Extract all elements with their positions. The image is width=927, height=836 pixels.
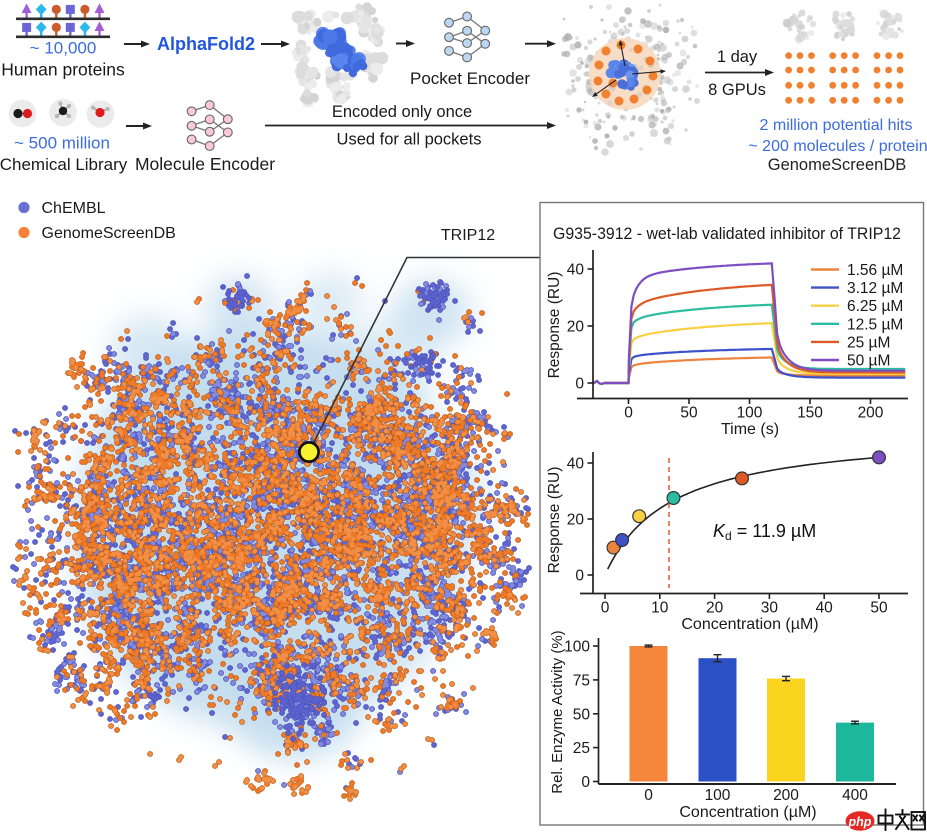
- svg-text:Encoded only once: Encoded only once: [332, 103, 472, 121]
- svg-text:~ 10,000: ~ 10,000: [30, 39, 97, 58]
- svg-text:Kd = 11.9 µM: Kd = 11.9 µM: [713, 521, 816, 543]
- svg-text:8 GPUs: 8 GPUs: [708, 81, 766, 99]
- svg-text:Concentration (µM): Concentration (µM): [681, 616, 818, 633]
- svg-text:1.56 µM: 1.56 µM: [847, 262, 903, 279]
- svg-text:~ 500 million: ~ 500 million: [14, 134, 110, 153]
- svg-text:50: 50: [680, 405, 698, 422]
- svg-text:Human proteins: Human proteins: [1, 60, 125, 80]
- svg-text:6.25 µM: 6.25 µM: [847, 298, 903, 315]
- svg-text:40: 40: [567, 456, 585, 473]
- svg-text:25: 25: [573, 740, 590, 757]
- svg-text:0: 0: [601, 600, 610, 617]
- svg-text:20: 20: [706, 600, 724, 617]
- svg-text:GenomeScreenDB: GenomeScreenDB: [42, 225, 176, 242]
- svg-text:40: 40: [567, 262, 585, 279]
- svg-text:400: 400: [842, 787, 868, 804]
- svg-text:20: 20: [567, 319, 585, 336]
- svg-text:100: 100: [737, 405, 763, 422]
- svg-text:40: 40: [816, 600, 834, 617]
- svg-text:150: 150: [797, 405, 823, 422]
- svg-text:TRIP12: TRIP12: [441, 227, 495, 244]
- svg-text:25 µM: 25 µM: [847, 334, 890, 351]
- svg-text:php: php: [848, 815, 872, 829]
- svg-text:75: 75: [573, 672, 590, 689]
- svg-text:100: 100: [705, 787, 731, 804]
- svg-text:Pocket Encoder: Pocket Encoder: [410, 69, 530, 88]
- svg-text:1 day: 1 day: [717, 48, 758, 66]
- svg-text:Used for all pockets: Used for all pockets: [337, 131, 482, 149]
- svg-text:20: 20: [567, 512, 585, 529]
- svg-text:~ 200 molecules / protein: ~ 200 molecules / protein: [748, 138, 927, 155]
- svg-text:Chemical Library: Chemical Library: [0, 155, 128, 174]
- svg-text:Response (RU): Response (RU): [546, 467, 563, 574]
- svg-text:Time (s): Time (s): [721, 421, 779, 438]
- svg-text:10: 10: [651, 600, 669, 617]
- svg-text:0: 0: [575, 568, 584, 585]
- svg-text:30: 30: [761, 600, 779, 617]
- svg-text:0: 0: [644, 787, 653, 804]
- svg-text:100: 100: [564, 639, 590, 656]
- svg-text:AlphaFold2: AlphaFold2: [157, 34, 255, 54]
- svg-text:Rel. Enzyme Activity (%): Rel. Enzyme Activity (%): [549, 630, 566, 793]
- svg-text:50 µM: 50 µM: [847, 353, 890, 370]
- svg-text:2 million potential hits: 2 million potential hits: [760, 117, 913, 134]
- svg-text:0: 0: [624, 405, 633, 422]
- svg-text:Concentration (µM): Concentration (µM): [679, 804, 816, 821]
- svg-text:200: 200: [858, 405, 884, 422]
- svg-text:GenomeScreenDB: GenomeScreenDB: [768, 156, 907, 174]
- svg-text:Molecule Encoder: Molecule Encoder: [135, 154, 275, 174]
- svg-text:G935-3912 - wet-lab validated: G935-3912 - wet-lab validated inhibitor …: [553, 224, 901, 243]
- svg-text:0: 0: [575, 376, 584, 393]
- svg-text:ChEMBL: ChEMBL: [42, 200, 106, 217]
- svg-text:Response (RU): Response (RU): [546, 272, 563, 379]
- svg-text:50: 50: [573, 706, 591, 723]
- svg-text:3.12 µM: 3.12 µM: [847, 280, 903, 297]
- svg-text:50: 50: [870, 600, 888, 617]
- svg-text:200: 200: [773, 787, 799, 804]
- svg-text:12.5 µM: 12.5 µM: [847, 316, 903, 333]
- svg-text:0: 0: [581, 774, 590, 791]
